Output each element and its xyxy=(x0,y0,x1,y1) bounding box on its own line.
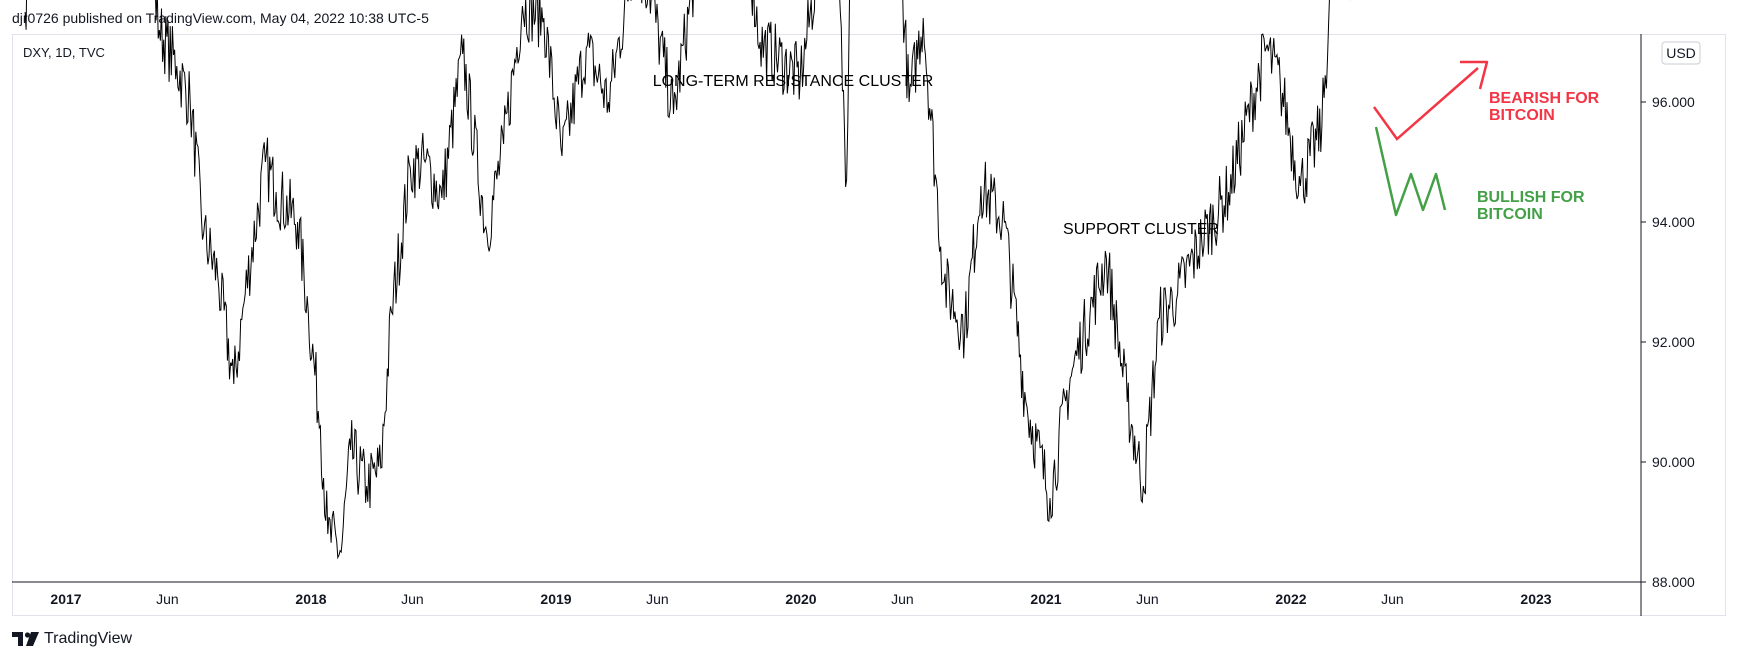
tradingview-logo-icon xyxy=(12,632,39,646)
x-tick-label: Jun xyxy=(1381,591,1404,607)
x-tick-label: 2019 xyxy=(540,591,571,607)
bullish-label-line: BITCOIN xyxy=(1477,206,1543,223)
currency-label: USD xyxy=(1666,45,1696,61)
price-line xyxy=(24,0,1352,560)
x-tick-label: 2021 xyxy=(1030,591,1061,607)
resistance-label: LONG-TERM RESISTANCE CLUSTER xyxy=(653,73,934,90)
bearish-path xyxy=(1372,67,1479,141)
chart-frame xyxy=(12,34,1726,616)
x-tick-label: Jun xyxy=(401,591,424,607)
x-tick-label: Jun xyxy=(646,591,669,607)
currency-button[interactable] xyxy=(1661,41,1701,65)
y-tick-label: 94.000 xyxy=(1652,214,1695,230)
y-tick-label: 90.000 xyxy=(1652,454,1695,470)
x-tick-label: 2023 xyxy=(1520,591,1551,607)
x-tick-label: 2022 xyxy=(1275,591,1306,607)
footer-brand: TradingView xyxy=(44,630,133,647)
published-note: djr0726 published on TradingView.com, Ma… xyxy=(12,10,429,26)
bearish-label-line: BITCOIN xyxy=(1489,107,1555,124)
x-tick-label: 2020 xyxy=(785,591,816,607)
bearish-arrowhead xyxy=(1460,60,1489,90)
x-tick-label: Jun xyxy=(891,591,914,607)
bearish-label-line: BEARISH FOR xyxy=(1489,90,1600,107)
symbol-label: DXY, 1D, TVC xyxy=(23,45,105,60)
y-tick-label: 92.000 xyxy=(1652,334,1695,350)
support-label: SUPPORT CLUSTER xyxy=(1063,221,1219,238)
x-tick-label: 2018 xyxy=(295,591,326,607)
y-tick-label: 96.000 xyxy=(1652,94,1695,110)
y-tick-label: 88.000 xyxy=(1652,574,1695,590)
tradingview-logo[interactable]: TradingView xyxy=(12,630,132,648)
x-tick-label: Jun xyxy=(1136,591,1159,607)
bullish-path xyxy=(1374,126,1447,217)
x-tick-label: 2017 xyxy=(50,591,81,607)
bullish-label-line: BULLISH FOR xyxy=(1477,189,1585,206)
x-tick-label: Jun xyxy=(156,591,179,607)
